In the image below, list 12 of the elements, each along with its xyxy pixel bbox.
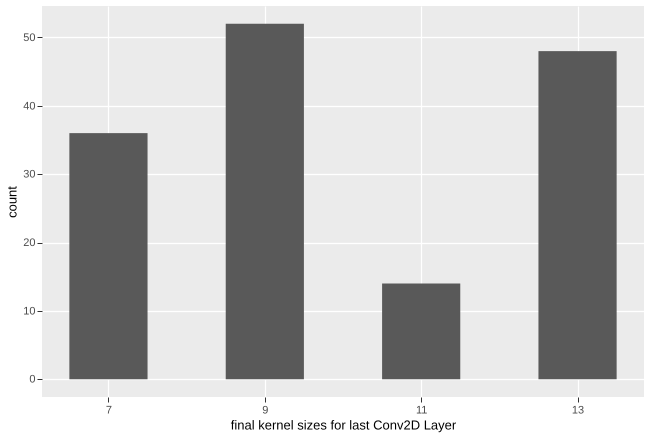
y-tick-label: 30 (23, 168, 36, 181)
x-tick-label: 9 (262, 404, 268, 416)
x-axis-title: final kernel sizes for last Conv2D Layer (230, 418, 457, 432)
y-tick-label: 10 (23, 305, 36, 318)
x-tick-label: 13 (572, 404, 584, 416)
x-tick-label: 7 (106, 404, 112, 416)
y-tick-label: 40 (23, 100, 36, 112)
y-tick-label: 20 (23, 237, 36, 250)
y-axis-title: count (4, 186, 20, 218)
y-tick-label: 50 (23, 32, 36, 44)
x-tick-label: 11 (416, 404, 428, 416)
y-tick-label: 0 (29, 374, 36, 386)
